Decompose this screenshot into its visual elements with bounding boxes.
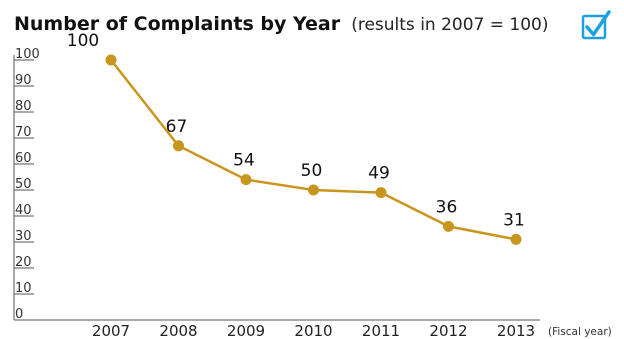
y-tick-label: 90 <box>15 73 32 88</box>
x-tick-label: 2010 <box>294 322 332 339</box>
y-tick-label: 10 <box>15 281 32 296</box>
chart-subtitle: (results in 2007 = 100) <box>351 15 548 35</box>
data-point <box>308 184 319 196</box>
checkbox-checked-icon[interactable] <box>581 10 611 40</box>
data-label: 54 <box>233 151 255 171</box>
x-tick-label: 2013 <box>497 322 535 339</box>
y-ticks: 0 10 20 30 40 50 60 70 80 90 100 <box>14 47 40 322</box>
data-point <box>240 174 252 186</box>
chart-title-main: Number of Complaints by Year <box>14 13 341 35</box>
y-tick-label: 0 <box>15 307 23 322</box>
x-ticks: 2007 2008 2009 2010 2011 2012 2013 <box>92 322 535 339</box>
data-label: 67 <box>166 117 188 137</box>
data-label: 100 <box>67 31 99 51</box>
y-tick-label: 100 <box>15 47 40 62</box>
y-tick-label: 40 <box>15 203 32 218</box>
data-label: 50 <box>301 161 323 181</box>
data-point <box>105 54 117 66</box>
data-point <box>173 140 184 152</box>
y-tick-label: 30 <box>15 229 32 244</box>
y-tick-label: 70 <box>15 125 32 140</box>
x-tick-label: 2011 <box>362 322 400 339</box>
y-tick-label: 50 <box>15 177 32 192</box>
data-point <box>510 233 522 245</box>
data-label: 49 <box>368 164 390 184</box>
y-tick-label: 20 <box>15 255 32 270</box>
data-label: 36 <box>436 197 458 217</box>
x-tick-label: 2007 <box>92 322 130 339</box>
x-tick-label: 2008 <box>159 322 197 339</box>
data-labels: 100 67 54 50 49 36 31 <box>67 31 525 230</box>
data-label: 31 <box>503 210 525 230</box>
y-tick-label: 80 <box>15 99 32 114</box>
x-axis-unit: (Fiscal year) <box>548 326 612 338</box>
x-tick-label: 2009 <box>227 322 265 339</box>
chart-title: Number of Complaints by Year (results in… <box>14 13 549 35</box>
y-tick-label: 60 <box>15 151 32 166</box>
data-points <box>105 54 522 245</box>
data-point <box>375 187 387 199</box>
data-point <box>443 220 454 232</box>
x-tick-label: 2012 <box>429 322 467 339</box>
